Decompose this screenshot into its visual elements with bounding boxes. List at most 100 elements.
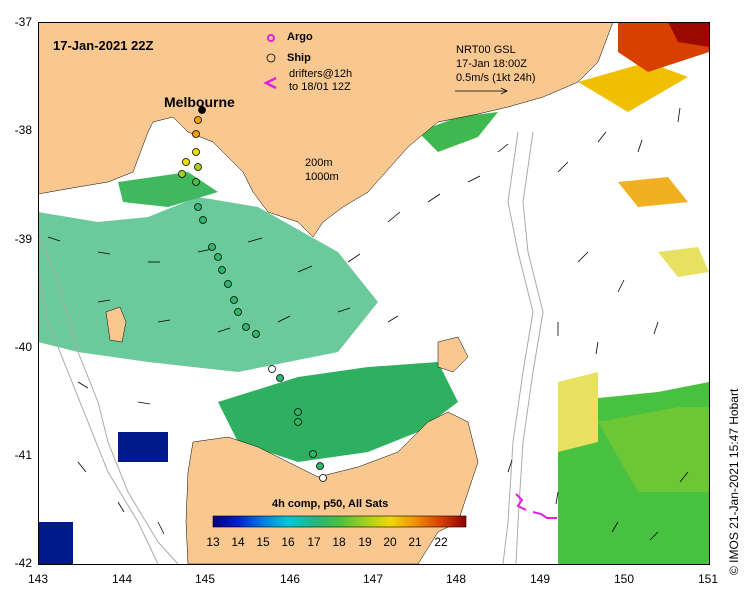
colorbar-gradient xyxy=(212,515,467,528)
current-arrow xyxy=(97,251,111,255)
ship-station xyxy=(194,203,202,211)
colorbar-tick: 19 xyxy=(358,535,372,549)
ship-station xyxy=(252,330,260,338)
credit-label: © IMOS 21-Jan-2021 15:47 Hobart xyxy=(727,388,741,575)
sst-patch-southeast-light xyxy=(598,407,709,492)
ship-station xyxy=(199,216,207,224)
ship-station xyxy=(194,163,202,171)
ship-station xyxy=(192,130,200,138)
sst-patch-tasman-light xyxy=(658,247,709,277)
current-arrow xyxy=(577,251,589,263)
drifter-marker-icon xyxy=(263,76,277,90)
sst-patch-bass-strait-west xyxy=(38,197,378,372)
ship-station xyxy=(319,474,327,482)
land-victoria xyxy=(38,22,614,238)
sst-patch-cold-sw xyxy=(38,522,73,564)
y-tick-label: -42 xyxy=(14,556,32,570)
ship-station xyxy=(242,323,250,331)
ship-station xyxy=(234,308,242,316)
x-tick-label: 149 xyxy=(529,572,551,586)
y-tick-label: -39 xyxy=(14,232,32,246)
current-arrow xyxy=(277,315,291,323)
current-arrow xyxy=(387,315,399,323)
current-arrow xyxy=(247,237,263,243)
colorbar xyxy=(212,515,467,528)
current-key-time: 17-Jan 18:00Z xyxy=(456,58,527,70)
colorbar-tick: 16 xyxy=(281,535,295,549)
current-arrows xyxy=(47,107,689,541)
ship-station xyxy=(316,462,324,470)
ship-station xyxy=(294,408,302,416)
ship-station xyxy=(208,243,216,251)
x-tick-label: 147 xyxy=(362,572,384,586)
current-arrow xyxy=(157,521,165,535)
sst-map-area[interactable] xyxy=(38,22,709,564)
colorbar-tick: 14 xyxy=(231,535,245,549)
legend-markers xyxy=(199,34,508,180)
current-arrow xyxy=(297,265,313,273)
x-tick-label: 143 xyxy=(27,572,49,586)
current-arrow xyxy=(595,341,599,355)
drifter-track xyxy=(532,511,557,519)
colorbar-tick: 18 xyxy=(332,535,346,549)
colorbar-tick: 20 xyxy=(383,535,397,549)
y-tick-label: -40 xyxy=(14,340,32,354)
current-arrow xyxy=(347,253,361,263)
current-arrow xyxy=(637,139,643,153)
x-tick-label: 144 xyxy=(111,572,133,586)
current-arrow xyxy=(47,236,61,242)
current-arrow xyxy=(97,299,111,303)
y-tick-label: -37 xyxy=(14,15,32,29)
x-tick-label: 150 xyxy=(613,572,635,586)
ship-station xyxy=(230,296,238,304)
current-arrow xyxy=(117,501,125,513)
ship-station xyxy=(192,148,200,156)
isobath-200m-east xyxy=(502,131,534,564)
legend-drifters-time: to 18/01 12Z xyxy=(289,81,351,93)
melbourne-marker xyxy=(199,107,205,113)
colorbar-tick: 15 xyxy=(256,535,270,549)
isobath-200m-west xyxy=(38,231,179,564)
date-label: 17-Jan-2021 22Z xyxy=(53,38,154,53)
drifter-track xyxy=(515,493,527,511)
ship-marker-icon xyxy=(266,53,276,63)
current-arrow xyxy=(427,193,441,203)
current-arrow xyxy=(557,161,569,173)
current-key-scale: 0.5m/s (1kt 24h) xyxy=(456,72,536,84)
ship-station xyxy=(309,450,317,458)
ship-station xyxy=(276,374,284,382)
current-arrow xyxy=(677,107,681,123)
x-tick-label: 146 xyxy=(279,572,301,586)
current-key-source: NRT00 GSL xyxy=(456,44,516,56)
isobath-1000m-label: 1000m xyxy=(305,171,339,183)
current-arrow xyxy=(679,471,689,483)
sst-map-svg xyxy=(38,22,709,564)
sst-patch-coast-east xyxy=(418,112,498,152)
current-arrow xyxy=(337,307,351,313)
ship-station xyxy=(294,418,302,426)
current-arrow xyxy=(467,175,481,183)
ship-stations xyxy=(178,106,327,482)
current-arrow xyxy=(507,459,513,473)
ship-station xyxy=(224,280,232,288)
y-tick-label: -41 xyxy=(14,448,32,462)
colorbar-title: 4h comp, p50, All Sats xyxy=(272,498,389,510)
argo-marker-icon xyxy=(267,34,275,42)
colorbar-tick: 21 xyxy=(408,535,422,549)
current-arrow xyxy=(497,143,509,153)
land-king-island xyxy=(105,306,127,343)
current-arrow xyxy=(597,131,607,143)
ship-station xyxy=(178,170,186,178)
colorbar-tick: 17 xyxy=(307,535,321,549)
ship-station xyxy=(268,365,276,373)
current-arrow xyxy=(555,491,559,505)
legend-drifters-label: drifters@12h xyxy=(289,68,353,80)
sst-patch-nsw-hottest xyxy=(668,22,709,47)
current-arrow xyxy=(387,211,401,223)
current-arrow xyxy=(653,321,659,335)
isobaths xyxy=(38,131,544,564)
isobath-200m-label: 200m xyxy=(305,157,333,169)
sst-patch-east-warm xyxy=(558,372,598,452)
legend-argo-label: Argo xyxy=(287,31,313,43)
